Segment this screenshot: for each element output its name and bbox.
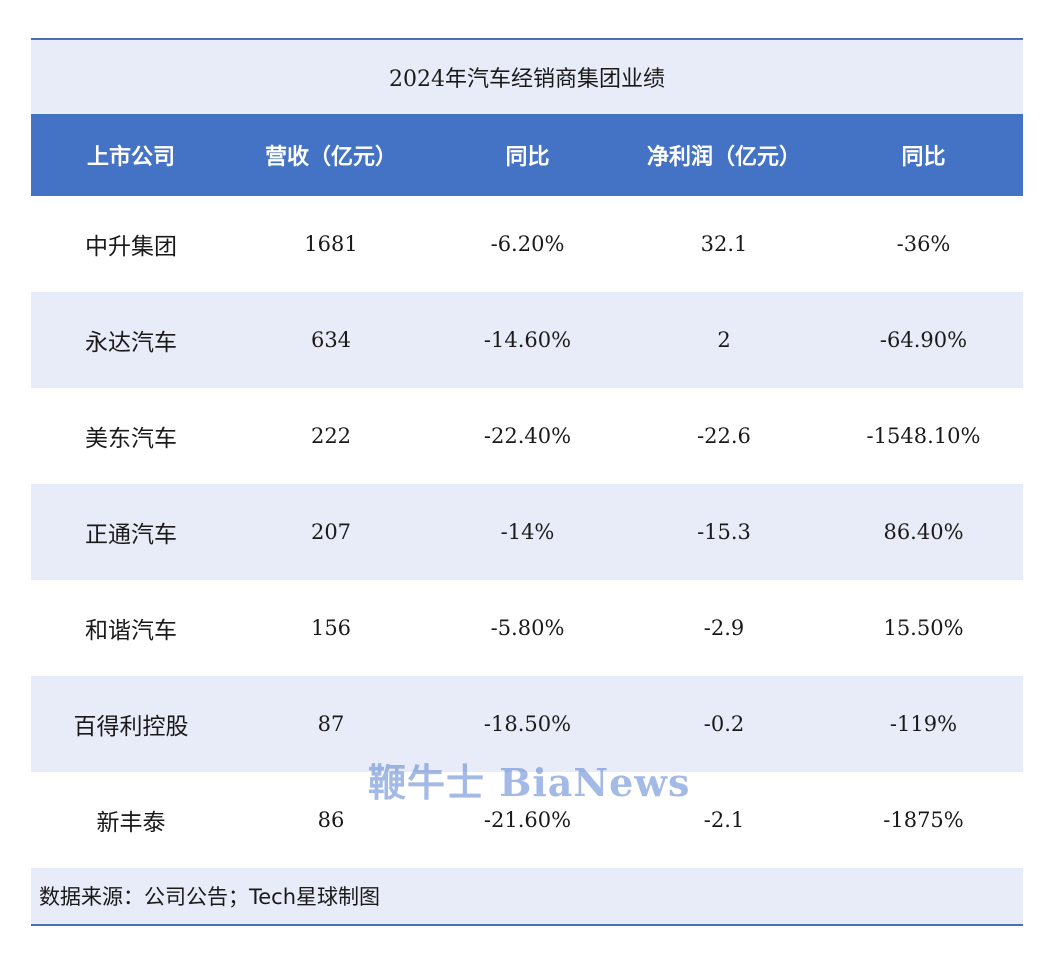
- company-name: 永达汽车: [85, 330, 177, 356]
- revenue-value: 207: [310, 520, 352, 544]
- profit-yoy-value: -119%: [889, 712, 958, 736]
- revenue-yoy-value: -18.50%: [483, 712, 572, 736]
- company-name: 和谐汽车: [85, 618, 177, 644]
- net-profit-value: 32.1: [700, 232, 748, 256]
- header-revenue: 营收（亿元）: [264, 145, 397, 170]
- profit-yoy-value: -1548.10%: [866, 424, 981, 448]
- revenue-value: 1681: [304, 232, 358, 256]
- table-row: 美东汽车 222 -22.40% -22.6 -1548.10%: [31, 388, 1023, 484]
- header-profit-yoy: 同比: [901, 145, 946, 170]
- revenue-yoy-value: -5.80%: [490, 616, 565, 640]
- table-row: 新丰泰 86 -21.60% -2.1 -1875%: [31, 772, 1023, 868]
- table-row: 永达汽车 634 -14.60% 2 -64.90%: [31, 292, 1023, 388]
- profit-yoy-value: -1875%: [883, 808, 964, 832]
- revenue-yoy-value: -14%: [500, 520, 555, 544]
- net-profit-value: -15.3: [697, 520, 751, 544]
- profit-yoy-value: -36%: [896, 232, 951, 256]
- net-profit-value: -2.1: [703, 808, 745, 832]
- table-row: 正通汽车 207 -14% -15.3 86.40%: [31, 484, 1023, 580]
- revenue-yoy-value: -14.60%: [483, 328, 572, 352]
- company-name: 中升集团: [85, 234, 177, 260]
- revenue-yoy-value: -6.20%: [490, 232, 565, 256]
- revenue-value: 222: [310, 424, 352, 448]
- header-net-profit: 净利润（亿元）: [646, 145, 801, 170]
- table-row: 和谐汽车 156 -5.80% -2.9 15.50%: [31, 580, 1023, 676]
- revenue-value: 86: [317, 808, 345, 832]
- top-rule: [31, 38, 1023, 40]
- company-name: 新丰泰: [96, 810, 166, 836]
- revenue-yoy-value: -22.40%: [483, 424, 572, 448]
- header-revenue-yoy: 同比: [505, 145, 550, 170]
- net-profit-value: -2.9: [703, 616, 745, 640]
- table-row: 百得利控股 87 -18.50% -0.2 -119%: [31, 676, 1023, 772]
- company-name: 美东汽车: [85, 426, 177, 452]
- profit-yoy-value: 86.40%: [883, 520, 964, 544]
- performance-table: 2024年汽车经销商集团业绩 上市公司 营收（亿元） 同比 净利润（亿元） 同比…: [31, 38, 1023, 926]
- bottom-rule: [31, 924, 1023, 926]
- revenue-yoy-value: -21.60%: [483, 808, 572, 832]
- header-row: 上市公司 营收（亿元） 同比 净利润（亿元） 同比: [31, 114, 1023, 196]
- revenue-value: 87: [317, 712, 345, 736]
- revenue-value: 634: [310, 328, 352, 352]
- net-profit-value: -0.2: [703, 712, 745, 736]
- source-note: 数据来源：公司公告；Tech星球制图: [31, 868, 1023, 924]
- net-profit-value: -22.6: [697, 424, 751, 448]
- company-name: 百得利控股: [73, 714, 189, 740]
- profit-yoy-value: -64.90%: [879, 328, 968, 352]
- revenue-value: 156: [310, 616, 352, 640]
- header-company: 上市公司: [86, 145, 175, 170]
- profit-yoy-value: 15.50%: [883, 616, 964, 640]
- table-title: 2024年汽车经销商集团业绩: [31, 40, 1023, 114]
- company-name: 正通汽车: [85, 522, 177, 548]
- table-row: 中升集团 1681 -6.20% 32.1 -36%: [31, 196, 1023, 292]
- net-profit-value: 2: [717, 328, 731, 352]
